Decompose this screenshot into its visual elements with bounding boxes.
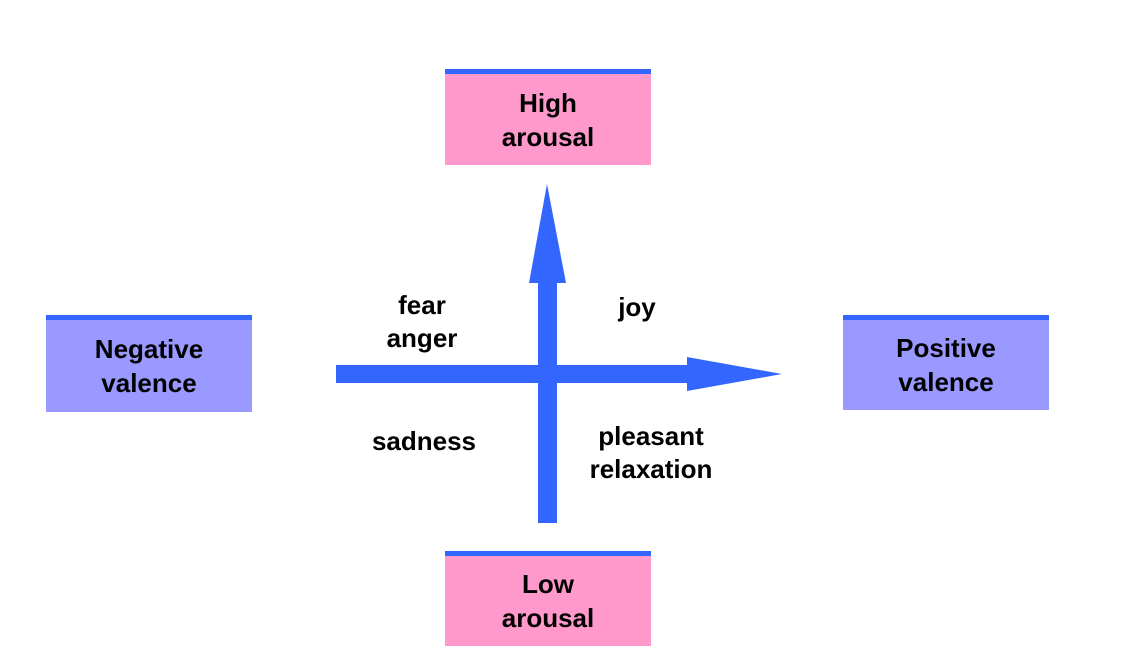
quadrant-bottom-right-line1: pleasant bbox=[598, 421, 704, 451]
quadrant-bottom-left-line1: sadness bbox=[371, 426, 477, 456]
quadrant-top-left-line1: fear bbox=[398, 290, 446, 320]
valence-axis-arrowhead bbox=[687, 357, 782, 391]
high-arousal-box: High arousal bbox=[445, 69, 651, 165]
positive-valence-label-line2: valence bbox=[898, 367, 994, 397]
high-arousal-label-line2: arousal bbox=[501, 121, 595, 152]
arousal-axis-shaft bbox=[538, 281, 557, 523]
quadrant-label-top-right: joy bbox=[600, 291, 674, 324]
quadrant-bottom-right-line2: relaxation bbox=[589, 454, 713, 484]
positive-valence-label-line1: Positive bbox=[896, 333, 996, 363]
quadrant-top-right-line1: joy bbox=[618, 292, 656, 322]
low-arousal-label-line1: Low bbox=[522, 569, 574, 599]
negative-valence-label-line2: valence bbox=[101, 368, 197, 398]
quadrant-label-bottom-left: sadness bbox=[356, 425, 492, 458]
positive-valence-box: Positive valence bbox=[843, 315, 1049, 410]
valence-axis-shaft bbox=[336, 365, 691, 383]
low-arousal-box: Low arousal bbox=[445, 551, 651, 646]
quadrant-label-top-left: fear anger bbox=[370, 289, 474, 355]
high-arousal-label-line1: High bbox=[519, 87, 577, 118]
negative-valence-label-line1: Negative bbox=[94, 334, 204, 364]
quadrant-top-left-line2: anger bbox=[386, 323, 458, 353]
low-arousal-label-line2: arousal bbox=[501, 603, 595, 633]
arousal-axis-arrowhead bbox=[529, 184, 566, 283]
negative-valence-box: Negative valence bbox=[46, 315, 252, 412]
quadrant-label-bottom-right: pleasant relaxation bbox=[572, 420, 730, 486]
